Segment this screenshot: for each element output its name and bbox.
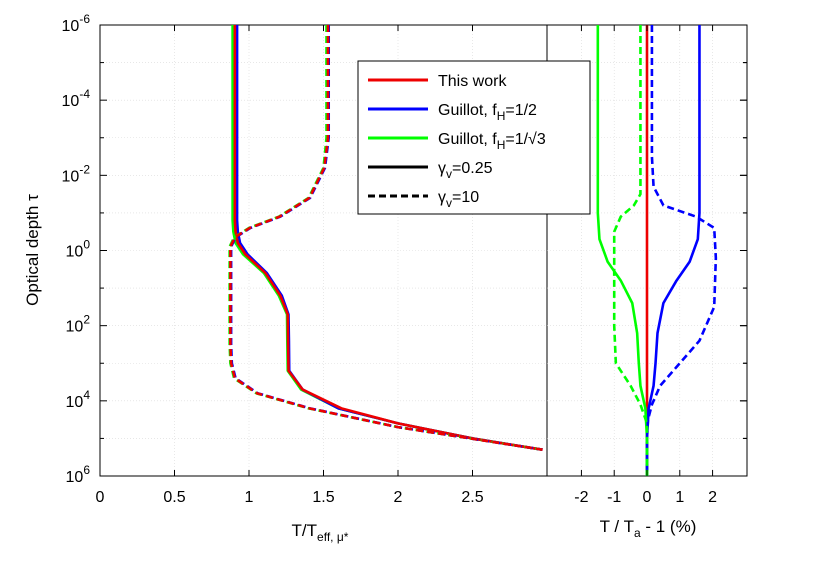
y-tick-label: 106 xyxy=(66,463,91,486)
x-tick-label: 1 xyxy=(245,489,254,506)
y-tick-label: 10-2 xyxy=(62,162,91,185)
left-series-lines xyxy=(228,25,543,451)
x-tick-label: 1.5 xyxy=(312,489,334,506)
right-x-axis-title: T / Ta - 1 (%) xyxy=(600,517,697,540)
x-tick-label: 0 xyxy=(96,489,105,506)
x-tick-label: 1 xyxy=(675,489,684,506)
legend-label: Guillot, fH=1/2 xyxy=(438,102,537,123)
y-tick-label: 10-6 xyxy=(62,12,91,35)
x-tick-label: -1 xyxy=(607,489,621,506)
legend-label: γv=0.25 xyxy=(438,160,493,181)
series-line-right-3 xyxy=(645,25,718,476)
y-axis-title: Optical depth τ xyxy=(23,194,42,306)
left-x-axis-title-sub: eff, μ* xyxy=(317,530,349,544)
left-x-axis-title: T/Teff, μ* xyxy=(292,521,349,544)
legend-label: This work xyxy=(438,73,507,90)
series-line-right-4 xyxy=(612,25,649,476)
y-tick-label: 102 xyxy=(66,313,91,336)
legend: This work Guillot, fH=1/2 Guillot, fH=1/√3… xyxy=(357,60,591,215)
y-tick-label: 104 xyxy=(66,388,91,411)
right-x-axis-title-sub: a xyxy=(634,526,641,540)
series-line-left-2 xyxy=(233,25,543,451)
x-tick-label: 0.5 xyxy=(163,489,185,506)
legend-label: γv=10 xyxy=(438,189,479,210)
series-line-right-2 xyxy=(596,25,649,476)
right-x-axis-title-tail: - 1 (%) xyxy=(641,517,697,536)
x-tick-label: 2 xyxy=(708,489,717,506)
right-x-axis-title-main: T / T xyxy=(600,517,634,536)
x-tick-label: -2 xyxy=(574,489,588,506)
left-x-axis-title-main: T/T xyxy=(292,521,318,540)
x-tick-label: 2.5 xyxy=(461,489,483,506)
series-line-left-5 xyxy=(229,25,543,451)
y-tick-label: 10-4 xyxy=(62,87,91,110)
x-tick-label: 2 xyxy=(394,489,403,506)
right-series-lines xyxy=(596,25,718,476)
axis-ticks xyxy=(99,24,747,477)
y-tick-label: 100 xyxy=(66,238,91,261)
legend-label: Guillot, fH=1/√3 xyxy=(438,131,546,152)
series-line-right-1 xyxy=(645,25,701,476)
x-tick-label: 0 xyxy=(643,489,652,506)
